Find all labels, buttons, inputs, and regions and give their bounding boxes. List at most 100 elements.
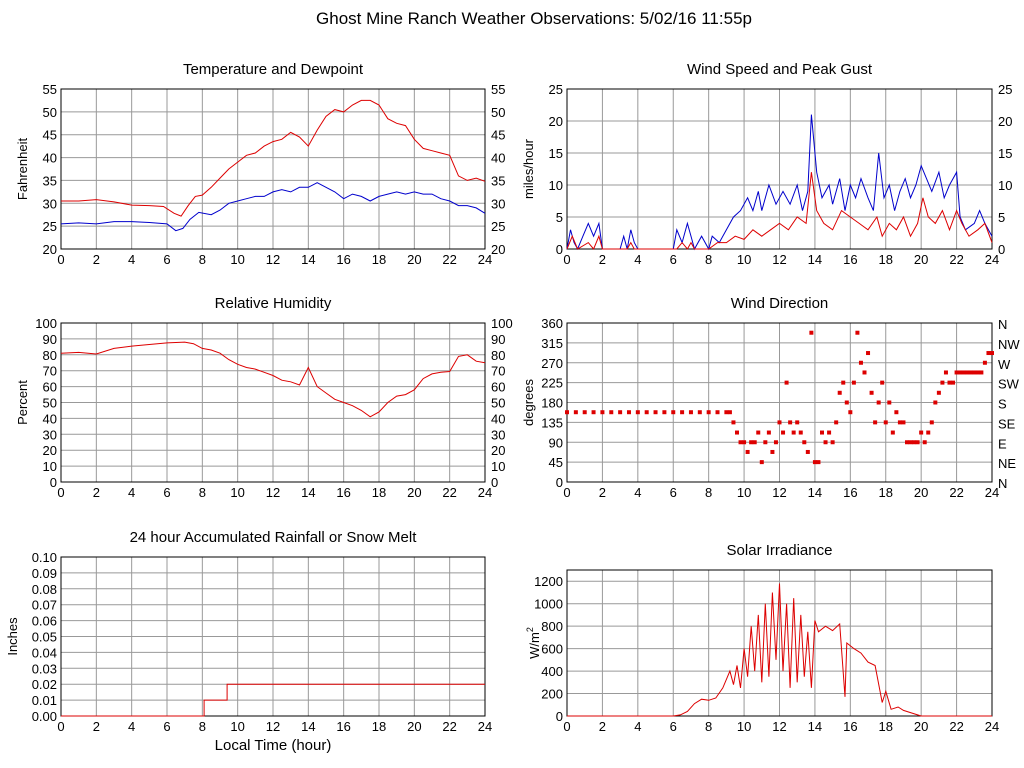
direction-point [933,400,938,405]
y-tick-label-right: 35 [491,173,505,188]
x-tick-label: 14 [301,485,315,500]
direction-point [979,370,984,375]
y-tick-label: 20 [43,443,57,458]
direction-point [745,449,750,454]
direction-label: SE [998,416,1016,431]
direction-point [926,430,931,435]
x-tick-label: 2 [93,719,100,734]
direction-point [759,460,764,465]
y-tick-label-right: 20 [491,443,505,458]
chart-title: 24 hour Accumulated Rainfall or Snow Mel… [130,529,418,546]
y-tick-label: 225 [541,376,563,391]
x-tick-label: 12 [266,252,280,267]
x-tick-label: 16 [336,252,350,267]
y-tick-label: 0.04 [32,645,57,660]
direction-point [880,380,885,385]
x-tick-label: 2 [599,485,606,500]
y-tick-label: 135 [541,415,563,430]
y-tick-label: 0.01 [32,693,57,708]
direction-point [990,351,994,356]
temp-series-0-line [61,99,486,217]
x-tick-label: 20 [914,252,928,267]
x-tick-label: 24 [478,485,492,500]
wind-series-1-line [566,172,993,250]
direction-point [763,440,768,445]
y-tick-label: 0 [556,709,563,724]
y-tick-label: 40 [43,151,57,166]
y-tick-label-right: 80 [491,348,505,363]
x-tick-label: 0 [563,485,570,500]
x-tick-label: 24 [985,252,999,267]
direction-point [749,440,754,445]
x-tick-label: 18 [372,252,386,267]
y-tick-label: 20 [43,242,57,257]
plot-frame [566,88,993,250]
y-tick-label: 70 [43,364,57,379]
x-tick-label: 8 [199,485,206,500]
y-tick-label: 90 [549,435,563,450]
x-tick-label: 8 [705,485,712,500]
wind-series-0-line [566,114,993,251]
y-tick-label-right: 30 [491,196,505,211]
chart-title: Wind Speed and Peak Gust [687,61,873,78]
y-tick-label: 0 [556,242,563,257]
x-tick-label: 2 [599,252,606,267]
y-tick-label-right: 100 [491,316,513,331]
x-tick-label: 18 [372,719,386,734]
y-tick-label-right: 40 [491,151,505,166]
direction-point [876,400,881,405]
direction-point [975,370,980,375]
direction-point [947,380,952,385]
direction-point [573,410,578,415]
plot-frame [60,556,486,717]
direction-point [809,330,814,335]
x-tick-label: 14 [808,485,822,500]
x-axis-label: Local Time (hour) [215,737,332,754]
chart-title: Temperature and Dewpoint [183,61,364,78]
direction-label: N [998,476,1007,491]
x-tick-label: 14 [808,252,822,267]
plot-frame [60,322,486,483]
x-tick-label: 4 [128,719,135,734]
direction-point [784,380,789,385]
direction-point [905,440,909,445]
x-tick-label: 6 [670,485,677,500]
direction-point [958,370,963,375]
direction-point [908,440,913,445]
y-tick-label: 0 [556,475,563,490]
direction-point [986,351,991,356]
direction-point [565,410,569,415]
x-tick-label: 18 [879,252,893,267]
x-tick-label: 22 [442,719,456,734]
direction-point [883,420,888,425]
direction-label: W [998,357,1011,372]
y-tick-label-right: 5 [998,210,1005,225]
solar-chart: 0 2 4 6 8 10 12 14 16 18 20 22 240200400600800100012… [525,542,999,734]
rain-series-0-line [61,683,485,717]
chart-title: Relative Humidity [215,295,332,312]
x-tick-label: 16 [843,485,857,500]
x-tick-label: 10 [230,719,244,734]
direction-point [834,420,839,425]
direction-point [735,430,739,435]
x-tick-label: 12 [772,719,786,734]
y-axis-label: Inches [5,617,20,656]
direction-point [961,370,966,375]
direction-point [788,420,793,425]
x-tick-label: 22 [949,252,963,267]
y-axis-label: degrees [521,379,536,426]
y-tick-label: 600 [541,642,563,657]
y-tick-label: 200 [541,687,563,702]
y-tick-label: 0.07 [32,598,57,613]
y-tick-label: 0.06 [32,614,57,629]
y-tick-label: 0.02 [32,677,57,692]
x-tick-label: 22 [442,485,456,500]
direction-label: NW [998,337,1020,352]
y-tick-label-right: 10 [491,459,505,474]
x-tick-label: 4 [634,719,641,734]
y-tick-label-right: 50 [491,105,505,120]
x-tick-label: 10 [737,719,751,734]
direction-label: NE [998,456,1016,471]
